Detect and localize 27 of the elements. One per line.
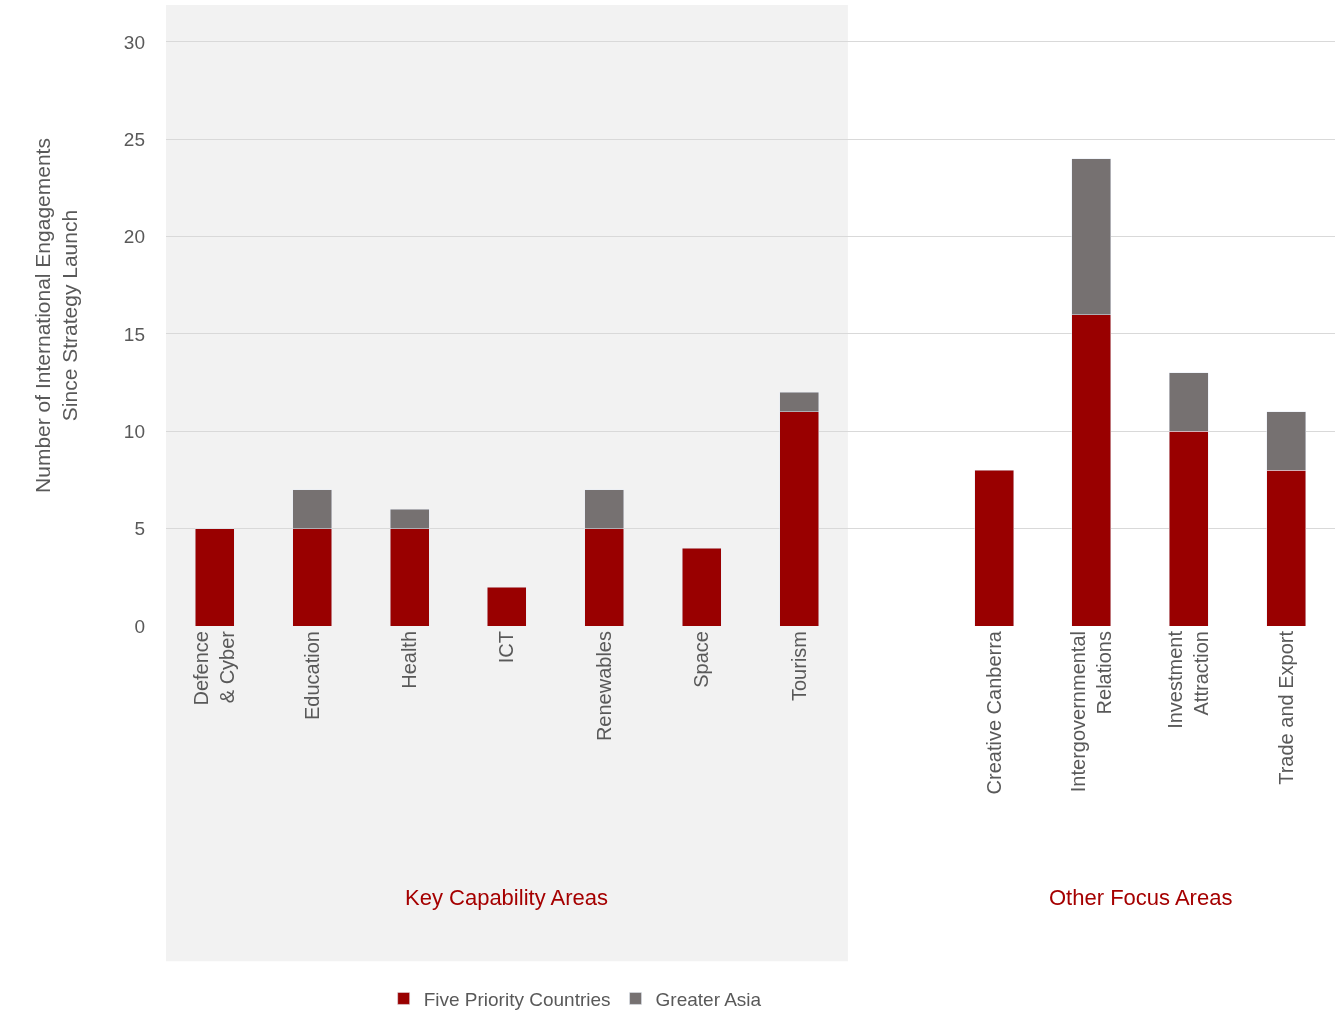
x-tick-label: Tourism <box>787 631 810 702</box>
y-tick-label: 0 <box>134 615 145 637</box>
bar <box>487 586 527 626</box>
x-tick-label: Trade and Export <box>1274 630 1297 785</box>
bar <box>194 528 235 626</box>
x-tick-label: Creative Canberra <box>982 630 1005 795</box>
y-axis-title: Number of International Engagements Since Strategy Launch <box>30 138 82 493</box>
x-tick-label: Renewables <box>592 631 615 742</box>
y-tick-label: 5 <box>134 518 145 540</box>
bar <box>974 470 1014 626</box>
y-tick-label: 20 <box>123 226 145 248</box>
x-tick-label: Intergovernmental Relations <box>1066 631 1115 793</box>
x-tick-label: Investment Attraction <box>1164 630 1213 729</box>
x-tick-label: Space <box>690 631 713 688</box>
y-tick-label: 15 <box>123 323 145 345</box>
x-tick-label: Defence & Cyber <box>190 630 239 706</box>
legend-label: Greater Asia <box>655 988 762 1010</box>
y-tick-label: 10 <box>123 420 145 442</box>
x-tick-label: Health <box>398 631 421 689</box>
x-tick-label: Education <box>300 631 323 720</box>
y-tick-label: 30 <box>123 31 145 53</box>
band-label: Key Capability Areas <box>405 885 608 910</box>
y-tick-label: 25 <box>123 128 145 150</box>
legend-label: Five Priority Countries <box>423 988 611 1010</box>
x-tick-label: ICT <box>495 631 518 664</box>
text: Other Focus Areas <box>1049 885 1233 910</box>
bar <box>682 547 722 626</box>
